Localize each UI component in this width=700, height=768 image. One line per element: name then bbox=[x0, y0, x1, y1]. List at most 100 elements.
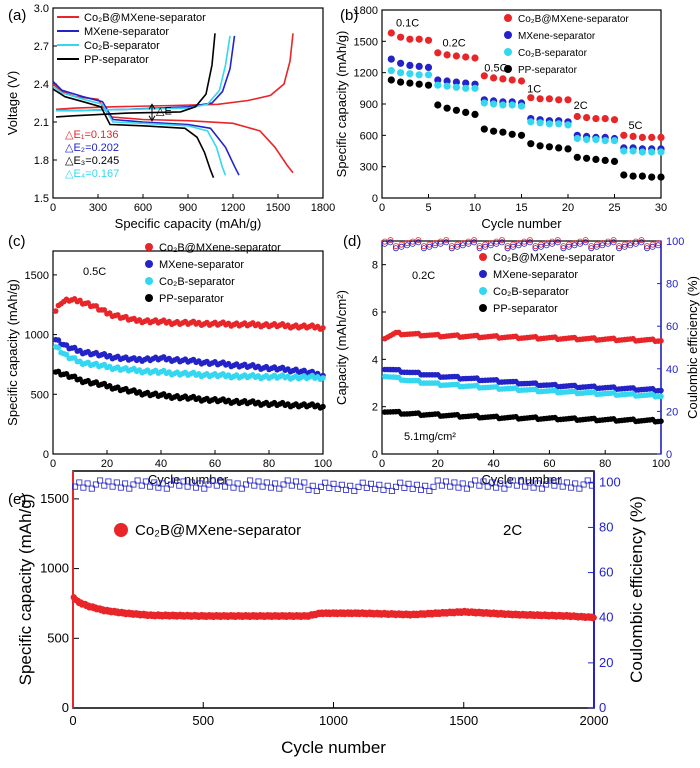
ce-point bbox=[326, 484, 333, 491]
data-point bbox=[443, 77, 451, 85]
ce-point bbox=[526, 479, 533, 486]
data-point bbox=[610, 137, 619, 145]
data-point bbox=[424, 81, 433, 89]
ce-point bbox=[454, 243, 461, 250]
legend-label: Co₂B@MXene-separator bbox=[84, 12, 206, 24]
data-point bbox=[564, 121, 572, 129]
ce-point bbox=[147, 483, 154, 490]
data-point bbox=[517, 131, 526, 139]
data-point bbox=[443, 104, 451, 112]
rate-label: 0.2C bbox=[442, 38, 465, 50]
ce-point bbox=[404, 240, 411, 247]
curve-charge bbox=[56, 35, 231, 112]
ce-point bbox=[313, 487, 320, 494]
data-point bbox=[592, 135, 600, 144]
data-point bbox=[508, 76, 516, 84]
ce-point bbox=[334, 485, 341, 492]
y-tick-label: 600 bbox=[360, 130, 378, 142]
y-tick-label: 0 bbox=[62, 700, 69, 715]
ce-point bbox=[280, 481, 287, 488]
ce-point bbox=[347, 482, 354, 489]
data-point bbox=[658, 418, 664, 425]
ce-point bbox=[551, 482, 558, 489]
ce-point bbox=[415, 239, 422, 246]
panel-label: (b) bbox=[340, 7, 358, 24]
ce-point bbox=[437, 240, 444, 247]
legend-label: Co₂B-separator bbox=[493, 286, 569, 298]
ce-point bbox=[610, 239, 617, 246]
ce-point bbox=[443, 237, 450, 244]
data-point bbox=[592, 115, 600, 123]
data-point bbox=[397, 69, 405, 77]
rate-label: 0.5C bbox=[83, 266, 106, 278]
ce-point bbox=[638, 239, 645, 246]
y-right-tick-label: 40 bbox=[599, 610, 613, 625]
ce-point bbox=[398, 241, 405, 248]
panel-label: (a) bbox=[8, 7, 26, 24]
ce-point bbox=[151, 479, 158, 486]
x-tick-label: 1500 bbox=[266, 202, 290, 214]
ce-point bbox=[482, 243, 489, 250]
ce-point bbox=[217, 478, 224, 485]
data-point bbox=[499, 101, 507, 109]
legend-label: Co₂B@MXene-separator bbox=[493, 252, 615, 264]
y-right-tick-label: 0 bbox=[666, 449, 672, 461]
x-axis: 0 20 40 60 80 100 bbox=[50, 450, 332, 470]
ce-point bbox=[292, 478, 299, 485]
ce-point bbox=[616, 245, 623, 252]
ce-point bbox=[113, 479, 120, 486]
curve-charge bbox=[55, 33, 294, 111]
ce-point bbox=[301, 479, 308, 486]
ce-point bbox=[305, 486, 312, 493]
legend-marker bbox=[479, 287, 487, 295]
plot-frame bbox=[72, 470, 595, 709]
data-point bbox=[320, 325, 326, 331]
y-axis-label: Specific capacity (mAh/g) bbox=[5, 279, 20, 426]
y-axis-right-label: Coulombic efficiency (%) bbox=[627, 496, 646, 683]
x-tick-label: 0 bbox=[69, 713, 76, 728]
ce-point bbox=[471, 237, 478, 244]
data-point bbox=[424, 71, 433, 79]
rate-label: 5C bbox=[628, 120, 642, 132]
x-tick-label: 300 bbox=[89, 202, 107, 214]
data-point bbox=[620, 171, 628, 179]
x-tick-label: 40 bbox=[155, 458, 167, 470]
data-point bbox=[499, 128, 507, 136]
x-tick-label: 500 bbox=[192, 713, 214, 728]
ce-point bbox=[426, 241, 433, 248]
y-tick-label: 2 bbox=[372, 402, 378, 414]
data-point bbox=[658, 393, 664, 400]
y-tick-label: 6 bbox=[372, 307, 378, 319]
ce-point bbox=[532, 245, 539, 252]
legend-label: Co₂B-separator bbox=[518, 48, 588, 59]
data-point bbox=[415, 71, 423, 79]
ce-point bbox=[526, 237, 533, 244]
data-point bbox=[590, 614, 597, 621]
y-tick-label: 300 bbox=[360, 162, 378, 174]
data-point bbox=[480, 72, 488, 80]
legend-label: Co₂B-separator bbox=[84, 40, 160, 52]
y-axis-label: Capacity (mAh/cm²) bbox=[334, 290, 349, 405]
ce-point bbox=[259, 483, 266, 490]
ce-point bbox=[522, 483, 529, 490]
ce-point bbox=[476, 245, 483, 252]
ce-point bbox=[510, 243, 517, 250]
y-tick-label: 2.4 bbox=[34, 79, 49, 91]
ce-point bbox=[404, 242, 411, 249]
ce-point bbox=[577, 238, 584, 245]
data-point bbox=[629, 132, 637, 140]
ce-point bbox=[376, 481, 383, 488]
x-tick-label: 900 bbox=[179, 202, 197, 214]
ce-point bbox=[263, 479, 270, 486]
ce-point bbox=[515, 242, 522, 249]
data-point bbox=[610, 157, 619, 165]
curve-discharge bbox=[52, 88, 215, 178]
legend-label: Co₂B@MXene-separator bbox=[135, 522, 301, 539]
data-point bbox=[517, 102, 526, 110]
ce-point bbox=[599, 240, 606, 247]
data-point bbox=[648, 148, 656, 156]
data-point bbox=[648, 173, 656, 181]
data-point bbox=[462, 79, 470, 87]
data-point bbox=[462, 108, 470, 116]
ce-point bbox=[387, 237, 394, 244]
